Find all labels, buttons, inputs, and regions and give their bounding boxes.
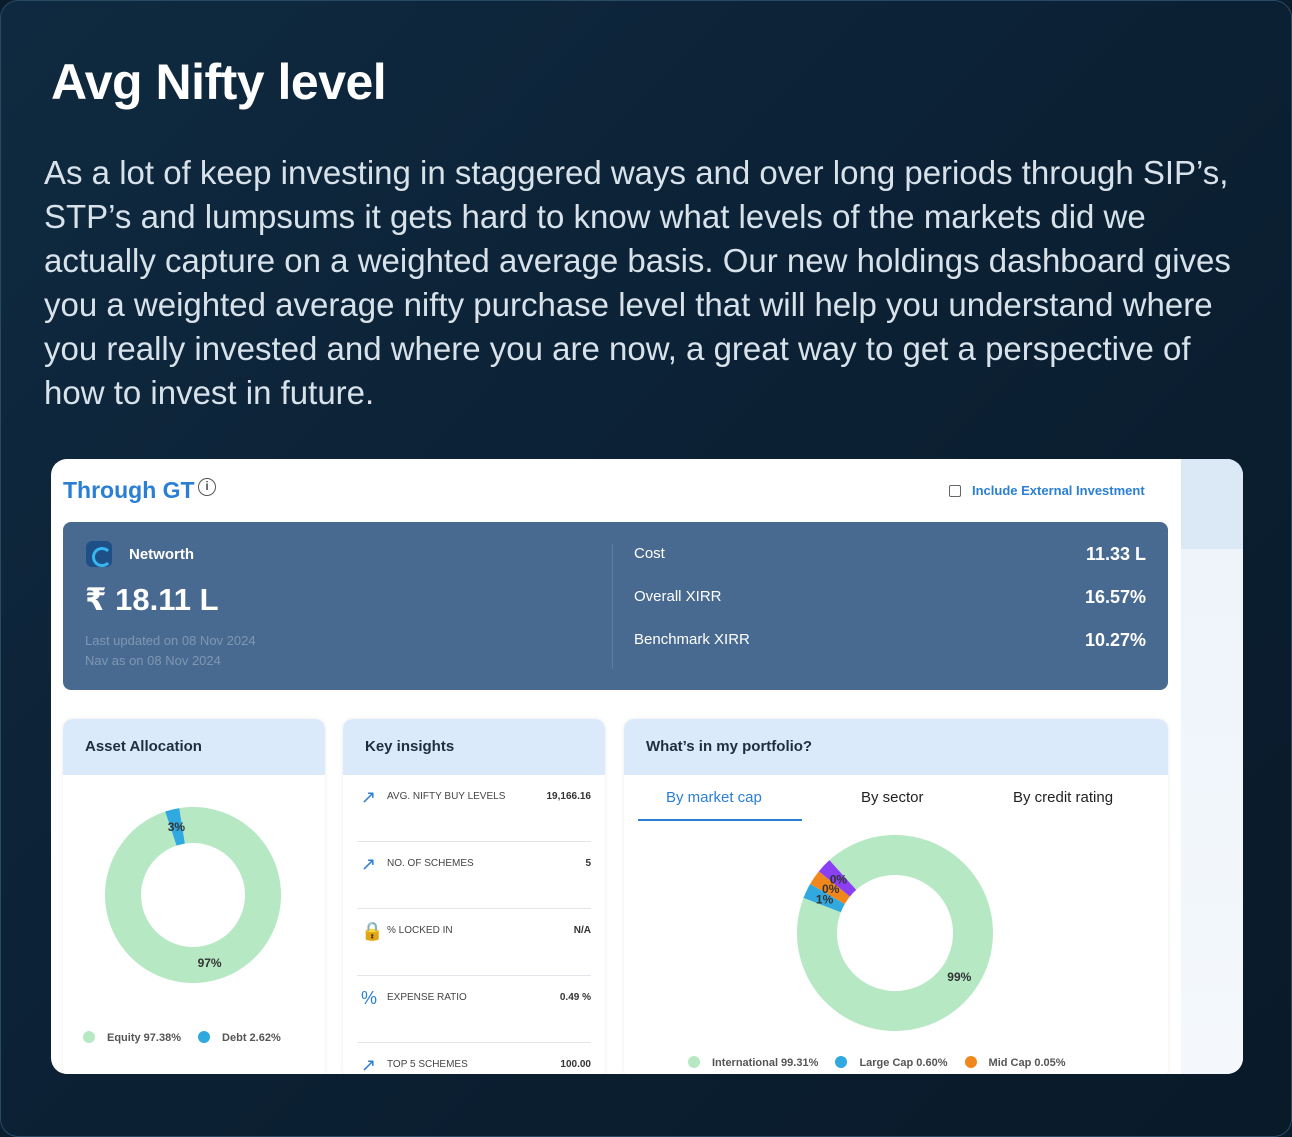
insight-label: % LOCKED IN	[387, 925, 453, 936]
donut-slice-large-cap[interactable]	[803, 884, 845, 913]
donut-label-mid-cap: 0%	[822, 882, 840, 896]
insight-value: 19,166.16	[546, 791, 592, 802]
last-updated-text: Last updated on 08 Nov 2024	[85, 633, 256, 648]
insight-row: ↗ AVG. NIFTY BUY LEVELS 19,166.16	[357, 775, 591, 842]
legend-item-large-cap[interactable]: Large Cap 0.60%	[835, 1056, 948, 1069]
key-insights-title: Key insights	[343, 719, 605, 775]
trending-up-icon: ↗	[361, 854, 377, 874]
market-cap-donut: 99%1%0%0%	[797, 835, 993, 1031]
networth-label: Networth	[129, 546, 194, 563]
networth-panel: Networth ₹ 18.11 L Last updated on 08 No…	[63, 522, 1168, 690]
tab-by-market-cap[interactable]: By market cap	[666, 789, 762, 806]
legend-dot-equity	[83, 1031, 95, 1043]
insight-label: AVG. NIFTY BUY LEVELS	[387, 791, 506, 802]
benchmark-xirr-label: Benchmark XIRR	[634, 631, 750, 648]
trending-up-icon: ↗	[361, 1055, 377, 1074]
portfolio-legend: International 99.31% Large Cap 0.60% Mid…	[688, 1056, 1080, 1069]
donut-slice-international[interactable]	[797, 835, 993, 1031]
donut-label-equity: 97%	[198, 956, 222, 970]
insight-row: ↗ TOP 5 SCHEMES 100.00	[357, 1043, 591, 1074]
legend-dot-debt	[198, 1031, 211, 1043]
legend-item-mid-cap[interactable]: Mid Cap 0.05%	[964, 1056, 1066, 1069]
legend-label-international: International 99.31%	[712, 1057, 819, 1069]
asset-allocation-donut: 97% 3%	[105, 807, 281, 983]
donut-slice-debt[interactable]	[165, 808, 185, 846]
portfolio-panel: What’s in my portfolio? By market cap By…	[624, 719, 1168, 1074]
portfolio-title: What’s in my portfolio?	[624, 719, 1168, 775]
donut-label-debt: 3%	[168, 820, 186, 834]
include-external-checkbox[interactable]	[949, 485, 961, 497]
asset-allocation-title: Asset Allocation	[63, 719, 325, 775]
percent-icon: %	[361, 988, 378, 1008]
legend-dot-mid-cap	[964, 1056, 977, 1068]
overall-xirr-value: 16.57%	[1084, 587, 1146, 607]
lock-icon: 🔒	[361, 921, 384, 941]
legend-item-debt[interactable]: Debt 2.62%	[198, 1031, 281, 1044]
donut-label-other: 0%	[830, 872, 848, 886]
insight-label: TOP 5 SCHEMES	[387, 1059, 468, 1070]
legend-label-equity: Equity 97.38%	[107, 1032, 181, 1044]
donut-slice-equity[interactable]	[105, 807, 281, 983]
key-insights-panel: Key insights ↗ AVG. NIFTY BUY LEVELS 19,16…	[343, 719, 605, 1074]
legend-label-large-cap: Large Cap 0.60%	[859, 1057, 948, 1069]
legend-label-mid-cap: Mid Cap 0.05%	[988, 1057, 1066, 1069]
description: As a lot of keep investing in staggered …	[44, 154, 1231, 411]
cost-value: 11.33 L	[1085, 544, 1146, 564]
insight-row: % EXPENSE RATIO 0.49 %	[357, 976, 591, 1043]
asset-allocation-panel: Asset Allocation 97% 3% Equity 97.38% Deb…	[63, 719, 325, 1074]
overall-xirr-label: Overall XIRR	[634, 588, 722, 605]
insight-value: 100.00	[560, 1059, 591, 1070]
networth-value: ₹ 18.11 L	[85, 582, 219, 617]
insight-value: 5	[585, 858, 591, 869]
legend-dot-large-cap	[835, 1056, 848, 1068]
insight-label: EXPENSE RATIO	[387, 992, 467, 1003]
benchmark-xirr-value: 10.27%	[1084, 630, 1146, 650]
donut-slice-other[interactable]	[818, 860, 857, 897]
donut-label-large-cap: 1%	[816, 892, 834, 906]
include-external-label[interactable]: Include External Investment	[972, 483, 1145, 498]
headline: Avg Nifty level	[51, 54, 387, 110]
trending-up-icon: ↗	[361, 787, 377, 807]
info-icon[interactable]: i	[198, 478, 216, 496]
active-tab-indicator	[638, 819, 802, 821]
asset-allocation-legend: Equity 97.38% Debt 2.62%	[83, 1031, 295, 1044]
card-title: Through GT	[63, 477, 195, 503]
insight-row: ↗ NO. OF SCHEMES 5	[357, 842, 591, 909]
insight-value: N/A	[573, 925, 591, 936]
insight-label: NO. OF SCHEMES	[387, 858, 474, 869]
card-right-strip	[1181, 459, 1243, 1074]
holdings-dashboard-card: Through GT i Include External Investment…	[51, 459, 1243, 1074]
legend-dot-international	[688, 1056, 700, 1068]
donut-slice-mid-cap[interactable]	[810, 871, 850, 904]
legend-label-debt: Debt 2.62%	[222, 1032, 281, 1044]
donut-label-international: 99%	[947, 970, 971, 984]
legend-item-international[interactable]: International 99.31%	[688, 1056, 819, 1069]
networth-divider	[612, 544, 613, 669]
insight-row: 🔒% LOCKED IN N/A	[357, 909, 591, 976]
tab-by-sector[interactable]: By sector	[861, 789, 924, 806]
networth-logo-icon	[86, 541, 112, 567]
insight-value: 0.49 %	[559, 992, 591, 1003]
tab-by-credit-rating[interactable]: By credit rating	[1013, 789, 1114, 806]
nav-date-text: Nav as on 08 Nov 2024	[85, 653, 221, 668]
cost-label: Cost	[634, 545, 665, 562]
legend-item-equity[interactable]: Equity 97.38%	[83, 1031, 181, 1044]
